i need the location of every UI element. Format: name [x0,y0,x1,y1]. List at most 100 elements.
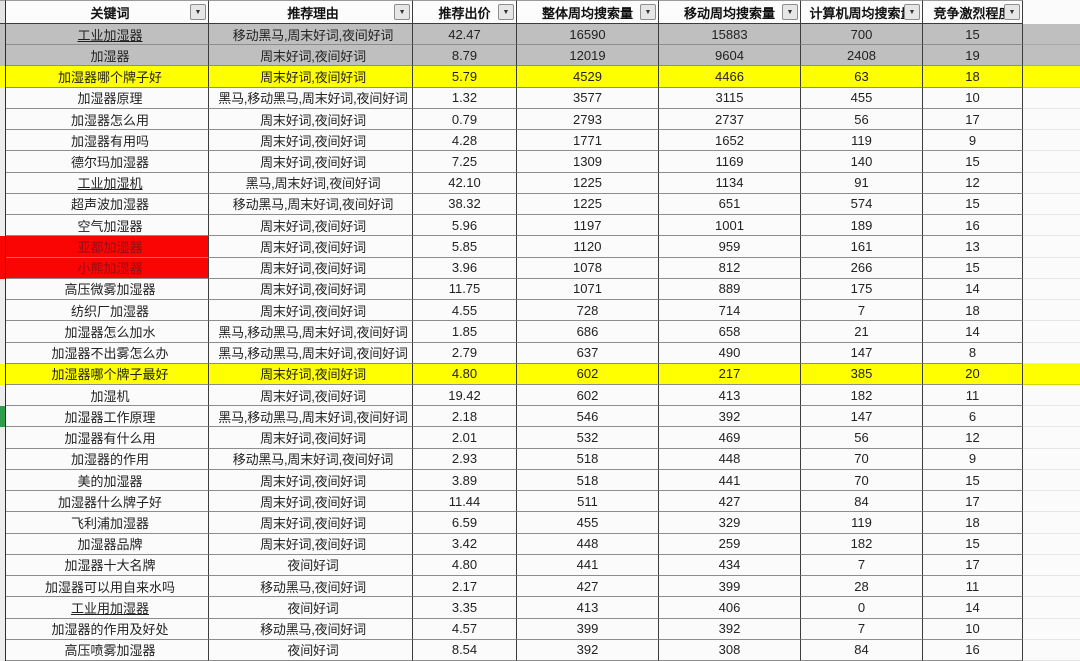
cell-bid[interactable]: 4.57 [413,618,517,640]
cell-overall-search[interactable]: 1120 [517,236,659,258]
cell-computer-search[interactable]: 2408 [801,45,923,67]
cell-reason[interactable]: 周末好词,夜间好词 [209,130,413,152]
cell-reason[interactable]: 黑马,移动黑马,周末好词,夜间好词 [209,321,413,343]
cell-reason[interactable]: 周末好词,夜间好词 [209,427,413,449]
cell-keyword[interactable]: 加湿机 [6,384,209,407]
cell-keyword[interactable]: 加湿器怎么用 [6,108,209,131]
cell-reason[interactable]: 夜间好词 [209,554,413,577]
cell-overall-search[interactable]: 12019 [517,45,659,67]
column-header-competition[interactable]: 竞争激烈程度 ▼ [923,0,1023,24]
cell-competition[interactable]: 12 [923,172,1023,194]
cell-bid[interactable]: 42.10 [413,172,517,194]
cell-bid[interactable]: 2.18 [413,406,517,428]
cell-keyword[interactable]: 加湿器 [6,45,209,67]
cell-mobile-search[interactable]: 441 [659,469,801,492]
cell-overall-search[interactable]: 532 [517,427,659,449]
cell-mobile-search[interactable]: 406 [659,597,801,619]
cell-mobile-search[interactable]: 889 [659,278,801,301]
cell-bid[interactable]: 4.80 [413,363,517,385]
cell-computer-search[interactable]: 182 [801,384,923,407]
cell-overall-search[interactable]: 448 [517,533,659,555]
cell-mobile-search[interactable]: 1652 [659,130,801,152]
cell-bid[interactable]: 11.44 [413,491,517,513]
cell-competition[interactable]: 17 [923,554,1023,577]
column-header-computer-search[interactable]: 计算机周均搜索量 ▼ [801,0,923,24]
cell-keyword[interactable]: 超声波加湿器 [6,193,209,216]
cell-computer-search[interactable]: 119 [801,512,923,534]
filter-dropdown-button[interactable]: ▼ [640,4,656,20]
cell-competition[interactable]: 15 [923,533,1023,555]
cell-keyword[interactable]: 加湿器哪个牌子最好 [6,363,209,385]
cell-bid[interactable]: 1.32 [413,87,517,109]
cell-reason[interactable]: 周末好词,夜间好词 [209,300,413,322]
cell-mobile-search[interactable]: 469 [659,427,801,449]
cell-overall-search[interactable]: 1225 [517,193,659,216]
cell-computer-search[interactable]: 175 [801,278,923,301]
cell-bid[interactable]: 1.85 [413,321,517,343]
cell-mobile-search[interactable]: 448 [659,448,801,470]
cell-competition[interactable]: 12 [923,427,1023,449]
cell-reason[interactable]: 周末好词,夜间好词 [209,363,413,385]
cell-computer-search[interactable]: 140 [801,151,923,173]
cell-overall-search[interactable]: 16590 [517,24,659,46]
cell-mobile-search[interactable]: 259 [659,533,801,555]
cell-keyword[interactable]: 加湿器什么牌子好 [6,491,209,513]
cell-competition[interactable]: 15 [923,193,1023,216]
cell-bid[interactable]: 38.32 [413,193,517,216]
cell-overall-search[interactable]: 1771 [517,130,659,152]
cell-competition[interactable]: 13 [923,236,1023,258]
cell-computer-search[interactable]: 385 [801,363,923,385]
cell-bid[interactable]: 19.42 [413,384,517,407]
cell-overall-search[interactable]: 1071 [517,278,659,301]
cell-reason[interactable]: 周末好词,夜间好词 [209,512,413,534]
cell-mobile-search[interactable]: 427 [659,491,801,513]
cell-competition[interactable]: 10 [923,87,1023,109]
column-header-reason[interactable]: 推荐理由 ▼ [209,0,413,24]
cell-mobile-search[interactable]: 651 [659,193,801,216]
cell-keyword[interactable]: 工业加湿机 [6,172,209,194]
cell-mobile-search[interactable]: 217 [659,363,801,385]
cell-bid[interactable]: 2.17 [413,576,517,598]
cell-competition[interactable]: 20 [923,363,1023,385]
cell-computer-search[interactable]: 147 [801,342,923,364]
cell-keyword[interactable]: 小熊加湿器 [6,257,209,279]
cell-reason[interactable]: 夜间好词 [209,639,413,661]
cell-keyword[interactable]: 加湿器可以用自来水吗 [6,576,209,598]
cell-bid[interactable]: 11.75 [413,278,517,301]
filter-dropdown-button[interactable]: ▼ [904,4,920,20]
cell-competition[interactable]: 18 [923,512,1023,534]
cell-bid[interactable]: 4.28 [413,130,517,152]
cell-overall-search[interactable]: 441 [517,554,659,577]
cell-overall-search[interactable]: 686 [517,321,659,343]
cell-competition[interactable]: 14 [923,278,1023,301]
cell-competition[interactable]: 17 [923,491,1023,513]
cell-computer-search[interactable]: 70 [801,469,923,492]
cell-reason[interactable]: 周末好词,夜间好词 [209,257,413,279]
cell-keyword[interactable]: 飞利浦加湿器 [6,512,209,534]
cell-overall-search[interactable]: 602 [517,384,659,407]
cell-competition[interactable]: 9 [923,448,1023,470]
cell-keyword[interactable]: 高压喷雾加湿器 [6,639,209,661]
cell-computer-search[interactable]: 63 [801,66,923,88]
cell-reason[interactable]: 周末好词,夜间好词 [209,278,413,301]
cell-keyword[interactable]: 加湿器工作原理 [6,406,209,428]
cell-keyword[interactable]: 加湿器不出雾怎么办 [6,342,209,364]
cell-reason[interactable]: 夜间好词 [209,597,413,619]
cell-overall-search[interactable]: 1078 [517,257,659,279]
cell-overall-search[interactable]: 455 [517,512,659,534]
cell-competition[interactable]: 11 [923,384,1023,407]
cell-overall-search[interactable]: 2793 [517,108,659,131]
cell-computer-search[interactable]: 574 [801,193,923,216]
cell-reason[interactable]: 周末好词,夜间好词 [209,384,413,407]
cell-competition[interactable]: 14 [923,321,1023,343]
cell-keyword[interactable]: 美的加湿器 [6,469,209,492]
cell-bid[interactable]: 2.93 [413,448,517,470]
cell-keyword[interactable]: 纺织厂加湿器 [6,300,209,322]
cell-reason[interactable]: 周末好词,夜间好词 [209,533,413,555]
cell-reason[interactable]: 周末好词,夜间好词 [209,108,413,131]
cell-keyword[interactable]: 加湿器十大名牌 [6,554,209,577]
cell-reason[interactable]: 移动黑马,夜间好词 [209,576,413,598]
cell-competition[interactable]: 19 [923,45,1023,67]
cell-computer-search[interactable]: 189 [801,215,923,237]
cell-bid[interactable]: 3.42 [413,533,517,555]
